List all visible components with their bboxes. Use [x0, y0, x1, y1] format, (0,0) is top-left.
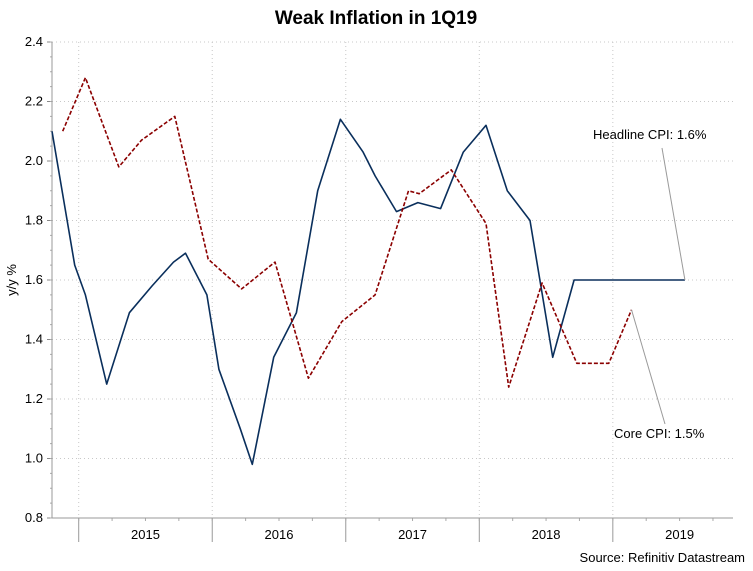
annotation-label: Core CPI: 1.5% [614, 426, 705, 441]
y-axis-label: y/y % [4, 264, 19, 296]
grid-layer [52, 41, 733, 518]
y-tick-label: 1.6 [25, 272, 43, 287]
x-tick-label: 2016 [265, 527, 294, 542]
y-tick-label: 2.4 [25, 34, 43, 49]
x-tick-label: 2015 [131, 527, 160, 542]
y-tick-label: 1.0 [25, 451, 43, 466]
axis-layer: 0.8 1.0 1.2 1.4 1.6 1.8 2.0 2.2 2.4 2015 2016 2017 2… [25, 34, 733, 542]
y-tick-label: 2.2 [25, 94, 43, 109]
y-tick-label: 1.2 [25, 391, 43, 406]
chart-title: Weak Inflation in 1Q19 [275, 8, 477, 29]
x-tick-label: 2019 [665, 527, 694, 542]
source-note: Source: Refinitiv Datastream [580, 550, 745, 565]
y-tick-label: 1.8 [25, 213, 43, 228]
annotation-leader [661, 147, 686, 281]
y-tick-label: 1.4 [25, 332, 43, 347]
series-layer [51, 76, 685, 466]
series-line-headline-cpi [51, 118, 685, 466]
annotation-label: Headline CPI: 1.6% [593, 127, 707, 142]
y-tick-label: 2.0 [25, 153, 43, 168]
series-line-core-cpi [61, 76, 633, 388]
x-tick-label: 2018 [532, 527, 561, 542]
x-tick-label: 2017 [398, 527, 427, 542]
y-tick-label: 0.8 [25, 510, 43, 525]
annotation-leader [631, 309, 666, 425]
annotation-layer: Headline CPI: 1.6% Core CPI: 1.5% [593, 127, 707, 441]
